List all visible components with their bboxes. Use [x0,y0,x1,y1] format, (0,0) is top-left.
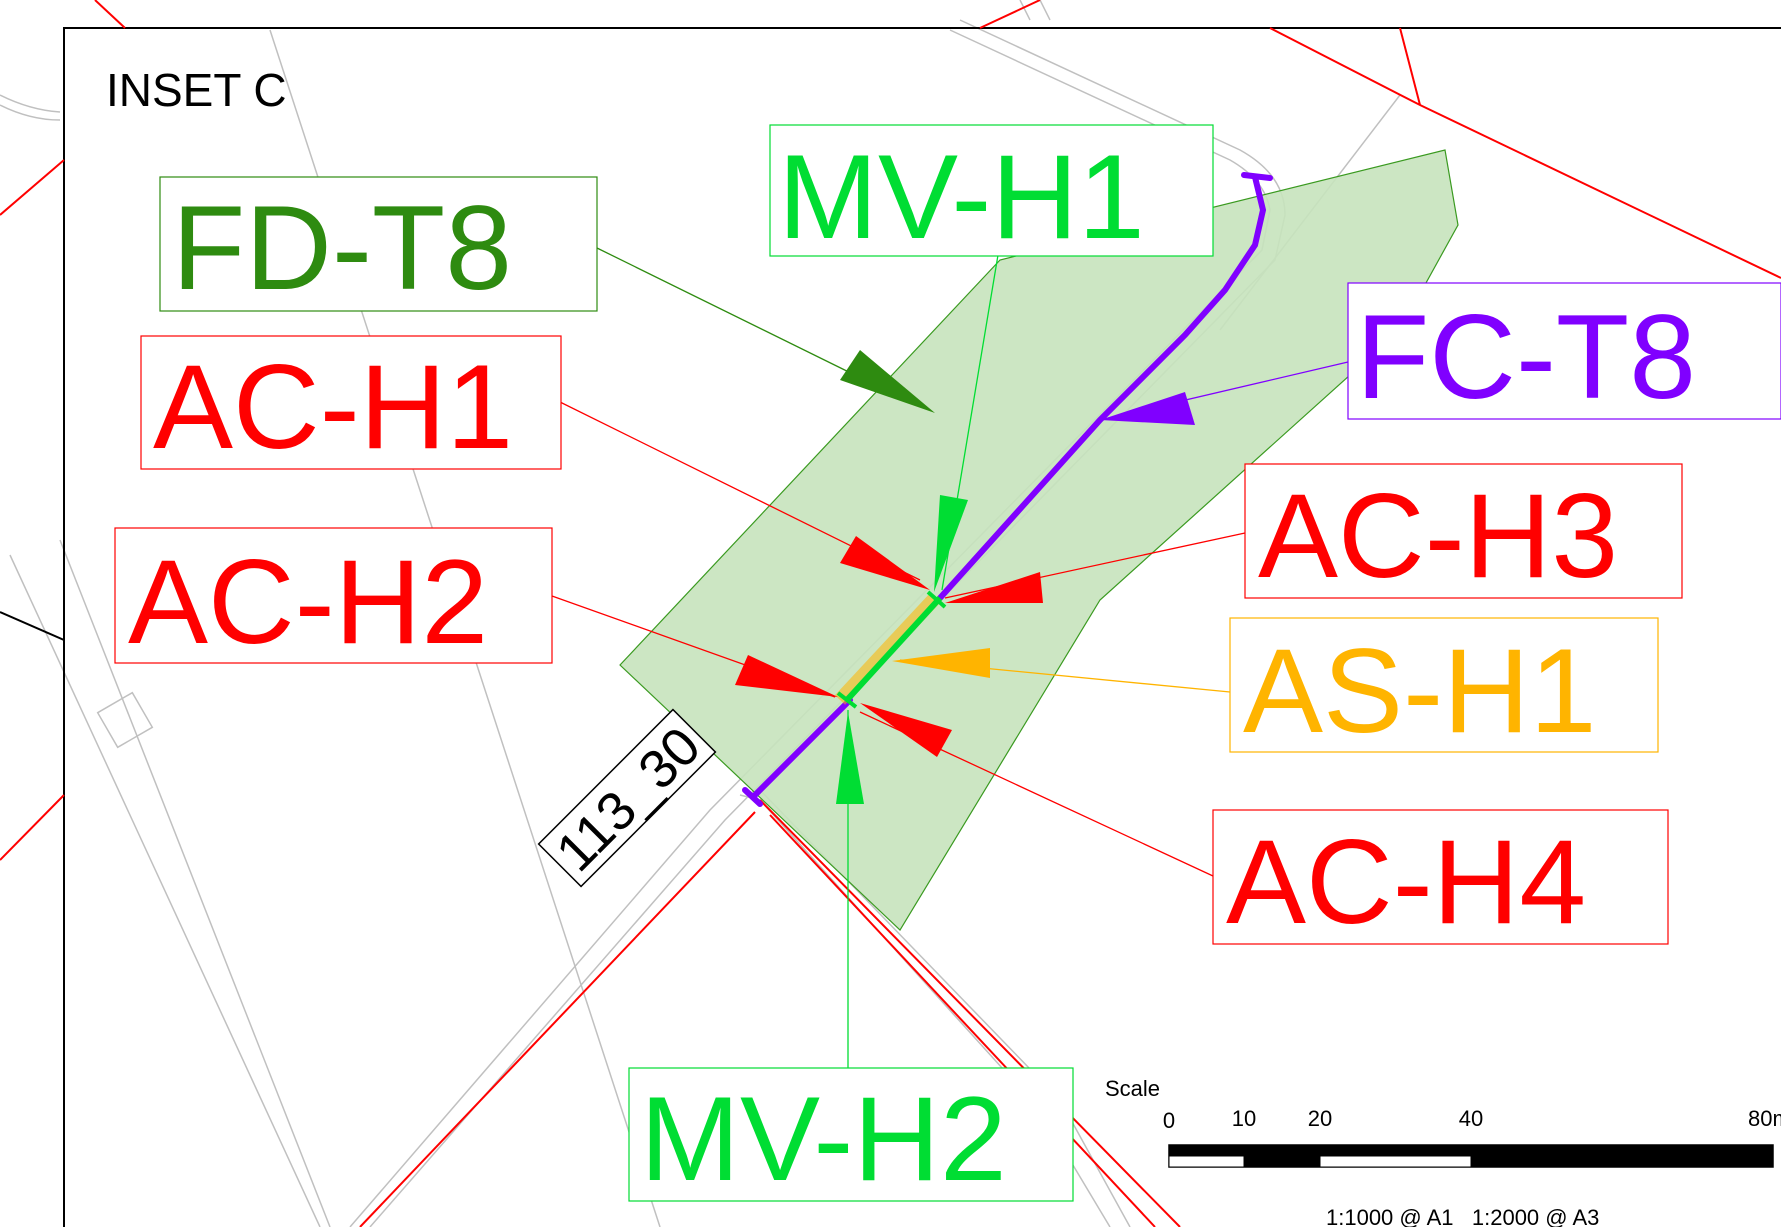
ac-h2-arrow [735,655,838,697]
label-mv-h1-text: MV-H1 [778,130,1145,264]
scale-tick-80: 80m [1748,1106,1781,1131]
label-fd-t8: FD-T8 [159,176,598,315]
scale-tick-10: 10 [1232,1106,1256,1131]
label-mv-h2-text: MV-H2 [640,1072,1007,1206]
inset-title: INSET C [106,64,287,116]
label-ac-h3: AC-H3 [1244,463,1683,603]
arrow-heads [735,350,1195,804]
scale-tick-0: 0 [1163,1108,1175,1133]
ac-h4-arrow [860,703,952,757]
mv-end-tick-2 [836,691,858,709]
scale-tick-40: 40 [1459,1106,1483,1131]
label-ac-h1-text: AC-H1 [153,340,513,474]
mv-segment [844,595,943,703]
label-fc-t8-text: FC-T8 [1356,290,1696,424]
scale-title: Scale [1105,1076,1160,1101]
scale-bar: Scale 0 10 20 40 80m 1:1000 @ A1 1:2000 … [1105,1076,1781,1227]
label-fc-t8: FC-T8 [1347,282,1781,424]
label-fd-t8-text: FD-T8 [172,181,512,315]
mv-end-tick-1 [926,590,947,609]
label-ac-h1: AC-H1 [140,335,562,474]
label-ac-h3-text: AC-H3 [1258,469,1618,603]
label-ac-h4-text: AC-H4 [1226,815,1586,949]
as-h1-arrow [892,648,990,678]
mv-h2-arrow [836,712,864,804]
label-ac-h4: AC-H4 [1212,809,1669,949]
fd-t8-arrow [840,350,935,413]
scale-ratio: 1:1000 @ A1 1:2000 @ A3 [1326,1205,1599,1227]
label-mv-h2: MV-H2 [628,1067,1074,1206]
ac-h1-arrow [840,536,930,590]
ac-h3-arrow [945,572,1043,603]
label-ac-h2-text: AC-H2 [128,535,488,669]
label-ac-h2: AC-H2 [114,527,553,669]
plot-label: 113_30 [545,716,712,883]
inset-frame [0,27,1781,1227]
as-h1-segment [834,593,941,705]
fc-t8-arrow [1100,392,1195,425]
scale-tick-20: 20 [1308,1106,1332,1131]
label-as-h1-text: AS-H1 [1243,624,1596,758]
mv-h1-arrow [934,495,968,592]
label-mv-h1: MV-H1 [769,124,1214,264]
label-as-h1: AS-H1 [1229,617,1659,758]
